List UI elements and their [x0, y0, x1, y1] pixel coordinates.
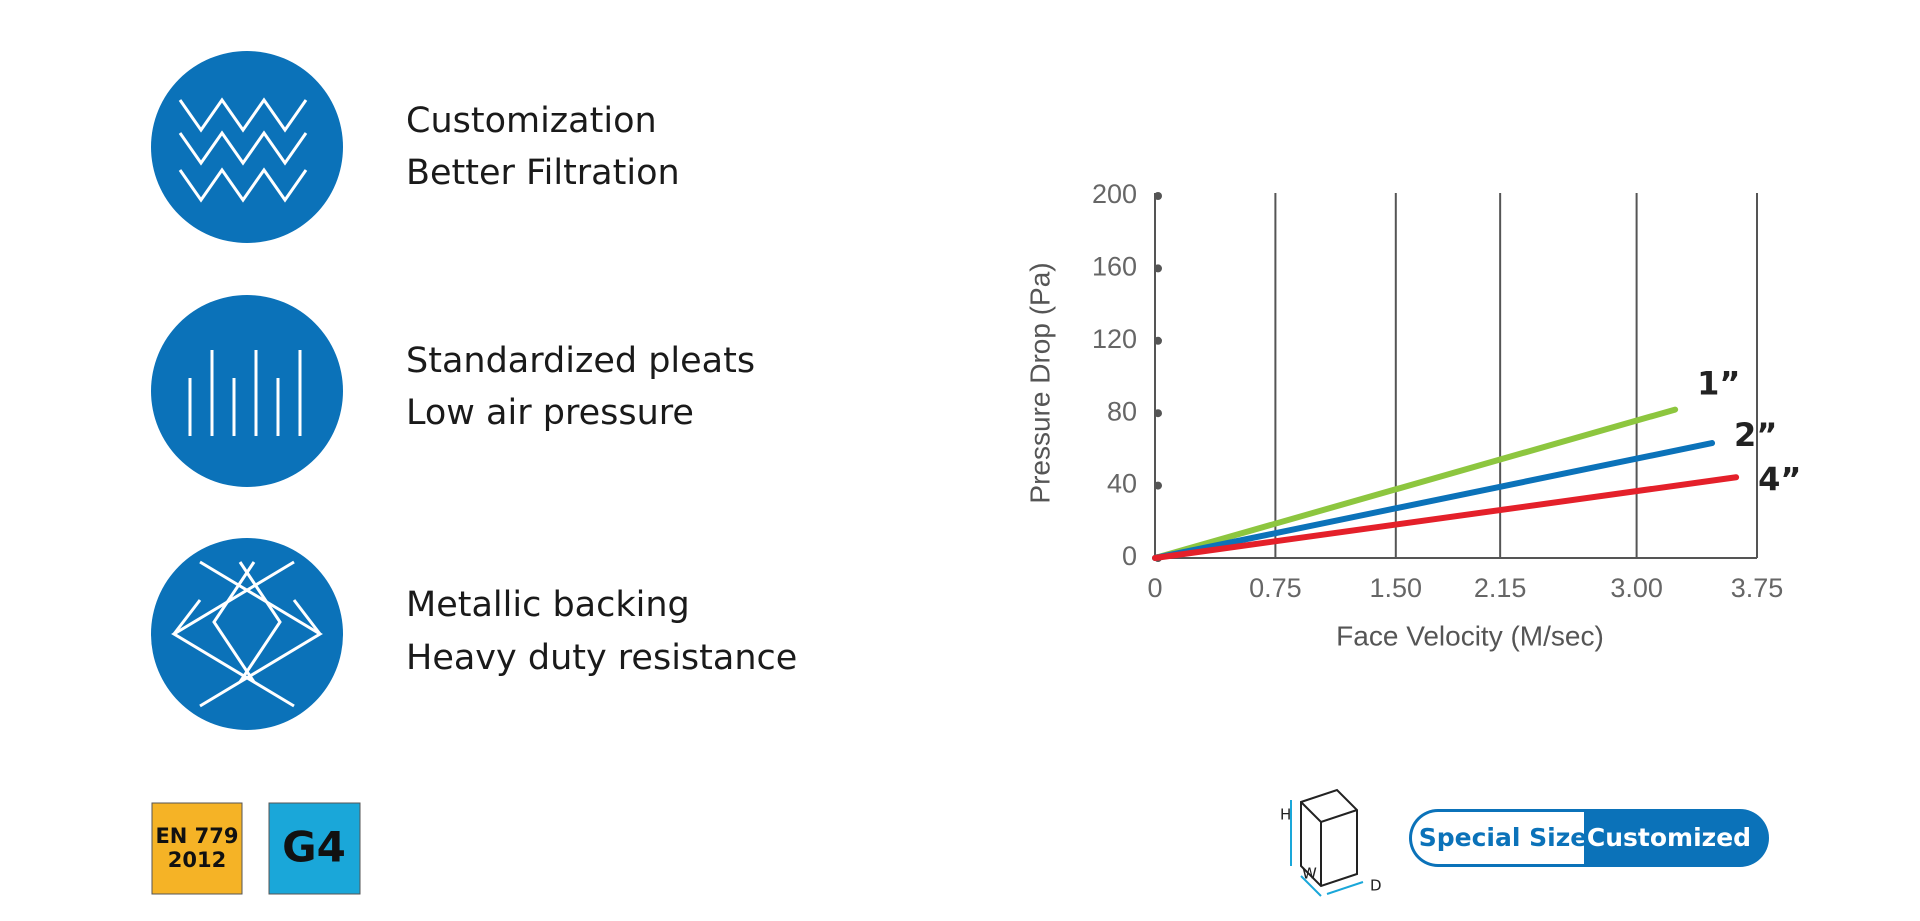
- feature-title: Metallic backing: [406, 585, 690, 625]
- x-tick-label: 3.00: [1610, 573, 1663, 603]
- icon-mesh: [171, 560, 323, 708]
- feature-subtitle: Heavy duty resistance: [406, 638, 797, 678]
- series-label: 1”: [1697, 365, 1740, 403]
- feature-subtitle: Low air pressure: [406, 393, 694, 433]
- series-label: 2”: [1734, 416, 1777, 454]
- size-value: Customized: [1587, 823, 1751, 852]
- dimension-label: H: [1280, 806, 1291, 824]
- y-axis-label: Pressure Drop (Pa): [1024, 262, 1055, 503]
- feature-icons: [151, 51, 343, 730]
- y-tick-label: 120: [1092, 324, 1137, 354]
- dimension-label: W: [1302, 865, 1317, 883]
- series-line: [1152, 406, 1679, 561]
- y-tick-label: 0: [1122, 541, 1137, 571]
- standard-year: 2012: [168, 848, 226, 872]
- feature-subtitle: Better Filtration: [406, 153, 680, 193]
- y-tick-label: 80: [1107, 396, 1137, 426]
- feature-title: Standardized pleats: [406, 341, 755, 381]
- icon-zigzag: [178, 167, 308, 203]
- y-tick-label: 160: [1092, 252, 1137, 282]
- x-tick-label: 2.15: [1474, 573, 1527, 603]
- x-axis-label: Face Velocity (M/sec): [1336, 620, 1604, 651]
- dimension-label: D: [1370, 877, 1382, 895]
- size-label: Special Size: [1419, 823, 1587, 852]
- icon-zigzag: [178, 97, 308, 133]
- grade-text: G4: [282, 823, 346, 872]
- x-tick-label: 1.50: [1370, 573, 1423, 603]
- icon-pleats: [188, 350, 302, 436]
- icon-zigzag: [178, 130, 308, 166]
- feature-title: Customization: [406, 101, 657, 141]
- x-tick-label: 3.75: [1731, 573, 1784, 603]
- series-label: 4”: [1758, 460, 1801, 498]
- x-tick-label: 0: [1147, 573, 1162, 603]
- standard-text: EN 779: [155, 824, 238, 848]
- icon-circle: [151, 51, 343, 243]
- standard-badge: [151, 802, 243, 895]
- size-icon: [1290, 788, 1364, 897]
- icon-circle: [151, 295, 343, 487]
- chart: Pressure Drop (Pa) Face Velocity (M/sec)…: [1024, 179, 1801, 651]
- series-line: [1152, 474, 1740, 561]
- grade-badge: [268, 802, 361, 895]
- icon-circle: [151, 538, 343, 730]
- x-tick-label: 0.75: [1249, 573, 1302, 603]
- y-tick-label: 200: [1092, 179, 1137, 209]
- y-tick-label: 40: [1107, 469, 1137, 499]
- size-pill-left: [1412, 812, 1584, 864]
- series-line: [1152, 440, 1716, 561]
